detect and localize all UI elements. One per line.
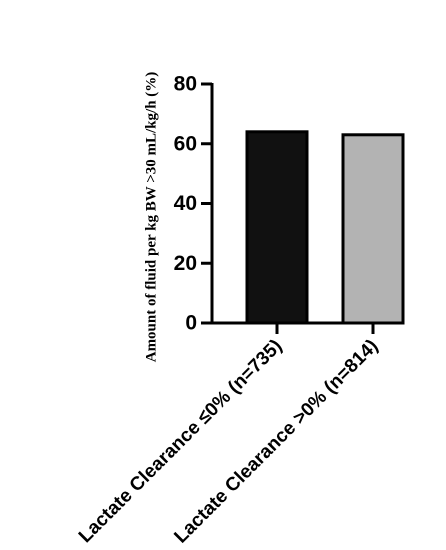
y-tick-label: 20 — [174, 252, 197, 275]
y-axis-title: Amount of fluid per kg BW >30 mL/kg/h (%… — [143, 72, 159, 363]
x-axis: Lactate Clearance ≤0% (n=735)Lactate Cle… — [75, 321, 404, 548]
bars — [245, 130, 405, 325]
y-axis: 0 20 40 60 80 — [174, 73, 214, 335]
x-tick-label: Lactate Clearance ≤0% (n=735) — [75, 336, 287, 548]
y-tick-label: 60 — [174, 132, 197, 155]
y-tick-label: 0 — [185, 312, 197, 335]
x-tick-label: Lactate Clearance >0% (n=814) — [170, 336, 382, 548]
y-tick-label: 40 — [174, 192, 197, 215]
bar-2 — [341, 133, 405, 325]
y-tick-label: 80 — [174, 73, 197, 96]
bar-1 — [245, 130, 309, 325]
